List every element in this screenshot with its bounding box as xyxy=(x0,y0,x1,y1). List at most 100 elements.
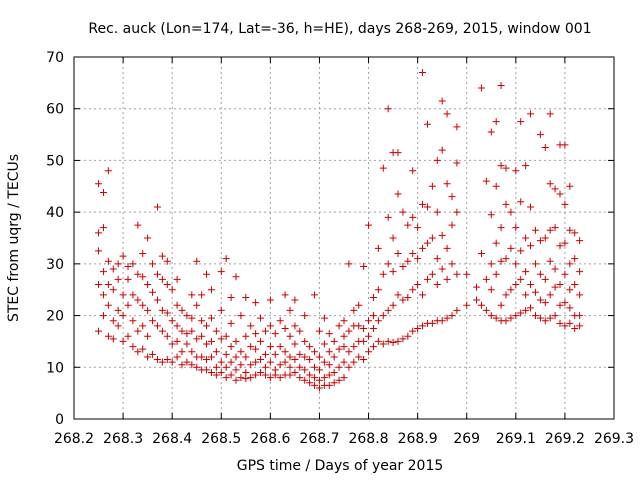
data-point xyxy=(463,301,471,309)
data-point xyxy=(340,332,348,340)
data-point xyxy=(163,356,171,364)
data-point xyxy=(497,257,505,265)
data-point xyxy=(365,221,373,229)
data-point xyxy=(428,234,436,242)
data-point xyxy=(345,327,353,335)
data-point xyxy=(546,110,554,118)
tick-layer: 268.2 268.3 268.4 268.5 268.6 268.7 268.8 268.9… xyxy=(46,50,634,447)
data-point xyxy=(271,366,279,374)
data-point xyxy=(144,306,152,314)
data-point xyxy=(536,296,544,304)
data-point xyxy=(561,322,569,330)
data-point xyxy=(330,353,338,361)
data-point xyxy=(325,381,333,389)
data-point xyxy=(492,182,500,190)
data-point xyxy=(119,337,127,345)
data-point xyxy=(335,322,343,330)
data-point xyxy=(477,250,485,258)
data-point xyxy=(487,260,495,268)
data-point xyxy=(571,229,579,237)
data-point xyxy=(286,353,294,361)
data-point xyxy=(311,363,319,371)
data-point xyxy=(281,358,289,366)
data-point xyxy=(522,291,530,299)
data-point xyxy=(360,262,368,270)
data-point xyxy=(335,345,343,353)
data-point xyxy=(531,226,539,234)
data-point xyxy=(286,363,294,371)
data-point xyxy=(129,343,137,351)
data-point xyxy=(556,281,564,289)
data-point xyxy=(409,250,417,258)
data-point xyxy=(399,335,407,343)
data-point xyxy=(109,317,117,325)
data-point xyxy=(463,270,471,278)
data-point xyxy=(335,376,343,384)
data-point xyxy=(384,306,392,314)
data-point xyxy=(227,319,235,327)
data-point xyxy=(104,257,112,265)
data-point xyxy=(531,312,539,320)
data-point xyxy=(379,164,387,172)
data-point xyxy=(183,330,191,338)
data-point xyxy=(423,120,431,128)
data-point xyxy=(139,250,147,258)
data-point xyxy=(188,314,196,322)
data-point xyxy=(257,337,265,345)
data-point xyxy=(527,110,535,118)
data-point xyxy=(222,332,230,340)
data-point xyxy=(325,330,333,338)
data-point xyxy=(212,348,220,356)
data-point xyxy=(345,260,353,268)
data-point xyxy=(325,348,333,356)
data-point xyxy=(301,353,309,361)
data-point xyxy=(566,319,574,327)
data-point xyxy=(355,322,363,330)
data-point xyxy=(330,379,338,387)
data-point xyxy=(261,363,269,371)
data-point xyxy=(566,260,574,268)
data-point xyxy=(531,288,539,296)
data-point xyxy=(173,337,181,345)
x-tick-label: 268.8 xyxy=(348,431,388,447)
data-point xyxy=(276,374,284,382)
data-point xyxy=(261,327,269,335)
x-tick-label: 268.3 xyxy=(103,431,143,447)
data-point xyxy=(414,325,422,332)
data-point xyxy=(198,353,206,361)
data-point xyxy=(399,296,407,304)
plot-frame xyxy=(73,56,615,420)
data-point xyxy=(561,299,569,307)
data-point xyxy=(438,231,446,239)
data-point xyxy=(266,358,274,366)
data-point xyxy=(345,348,353,356)
data-point xyxy=(104,301,112,309)
data-point xyxy=(315,376,323,384)
data-point xyxy=(527,281,535,289)
data-point xyxy=(502,255,510,263)
data-point xyxy=(497,81,505,89)
data-point xyxy=(286,332,294,340)
data-point xyxy=(217,306,225,314)
data-point xyxy=(340,374,348,382)
data-point xyxy=(178,306,186,314)
data-point xyxy=(379,270,387,278)
data-point xyxy=(394,250,402,258)
data-point xyxy=(163,281,171,289)
data-point xyxy=(104,167,112,175)
data-point xyxy=(261,350,269,358)
data-point xyxy=(325,371,333,379)
data-point xyxy=(153,296,161,304)
data-point xyxy=(222,363,230,371)
data-point xyxy=(109,335,117,343)
data-point xyxy=(257,368,265,376)
x-tick-label: 268.7 xyxy=(299,431,339,447)
data-point xyxy=(576,291,584,299)
grid-layer xyxy=(74,57,614,419)
data-point xyxy=(340,358,348,366)
data-point xyxy=(149,350,157,358)
y-tick-label: 0 xyxy=(55,412,64,428)
x-tick-label: 269.1 xyxy=(496,431,536,447)
y-tick-label: 30 xyxy=(46,257,64,273)
data-point xyxy=(482,177,490,185)
